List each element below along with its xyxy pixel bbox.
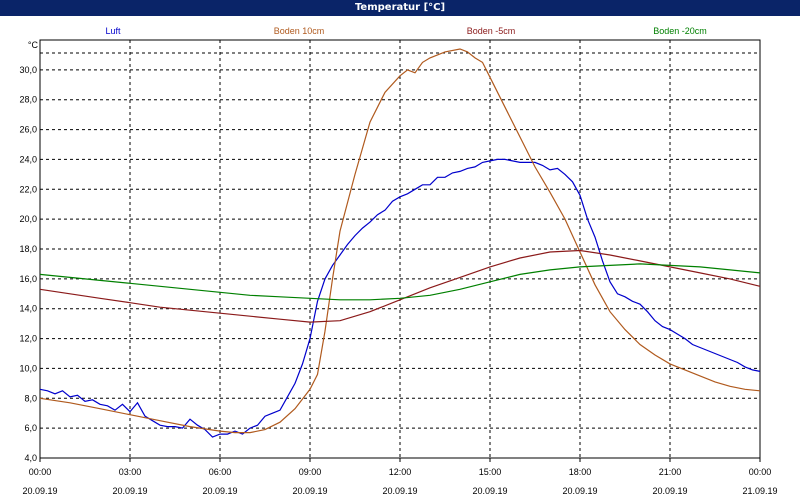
- x-tick-time: 00:00: [29, 467, 52, 477]
- x-tick-time: 00:00: [749, 467, 772, 477]
- y-tick-label: 12,0: [19, 334, 37, 344]
- x-tick-date: 20.09.19: [472, 486, 507, 496]
- y-tick-label: 16,0: [19, 274, 37, 284]
- axes: [39, 39, 761, 462]
- y-tick-label: 4,0: [24, 453, 37, 463]
- y-tick-label: 20,0: [19, 214, 37, 224]
- grid: [40, 40, 760, 458]
- y-tick-label: 10,0: [19, 363, 37, 373]
- x-tick-date: 21.09.19: [742, 486, 777, 496]
- x-tick-time: 09:00: [299, 467, 322, 477]
- x-tick-date: 20.09.19: [202, 486, 237, 496]
- x-tick-time: 15:00: [479, 467, 502, 477]
- y-tick-label: 28,0: [19, 95, 37, 105]
- chart-title: Temperatur [°C]: [0, 0, 800, 16]
- series-line: [39, 249, 761, 323]
- legend: Luft Boden 10cm Boden -5cm Boden -20cm: [105, 26, 706, 36]
- x-tick-time: 18:00: [569, 467, 592, 477]
- x-tick-date: 20.09.19: [292, 486, 327, 496]
- x-tick-date: 20.09.19: [112, 486, 147, 496]
- series-line: [39, 158, 761, 438]
- y-tick-label: 6,0: [24, 423, 37, 433]
- x-tick-time: 12:00: [389, 467, 412, 477]
- series-line: [39, 263, 761, 301]
- x-tick-date: 20.09.19: [22, 486, 57, 496]
- legend-item: Boden -20cm: [653, 26, 707, 36]
- legend-item: Boden 10cm: [274, 26, 325, 36]
- x-tick-date: 20.09.19: [652, 486, 687, 496]
- y-tick-label: 14,0: [19, 304, 37, 314]
- legend-item: Luft: [105, 26, 121, 36]
- series-lines: [39, 48, 761, 438]
- series-line: [39, 48, 761, 434]
- y-tick-label: 8,0: [24, 393, 37, 403]
- y-tick-label: 24,0: [19, 154, 37, 164]
- y-tick-label: 18,0: [19, 244, 37, 254]
- x-tick-time: 06:00: [209, 467, 232, 477]
- y-tick-label: 22,0: [19, 184, 37, 194]
- x-axis-labels: 00:00 20.09.19 03:00 20.09.19 06:00 20.09.19 0…: [22, 467, 777, 496]
- y-axis-unit: °C: [28, 40, 39, 50]
- y-axis-labels: 4,0 6,0 8,0 10,0 12,0 14,0 16,0 18,0 20,0 22,0 24,…: [19, 40, 38, 463]
- y-tick-label: 26,0: [19, 125, 37, 135]
- x-tick-date: 20.09.19: [382, 486, 417, 496]
- x-tick-time: 03:00: [119, 467, 142, 477]
- y-tick-label: 30,0: [19, 65, 37, 75]
- legend-item: Boden -5cm: [467, 26, 516, 36]
- x-tick-date: 20.09.19: [562, 486, 597, 496]
- x-tick-time: 21:00: [659, 467, 682, 477]
